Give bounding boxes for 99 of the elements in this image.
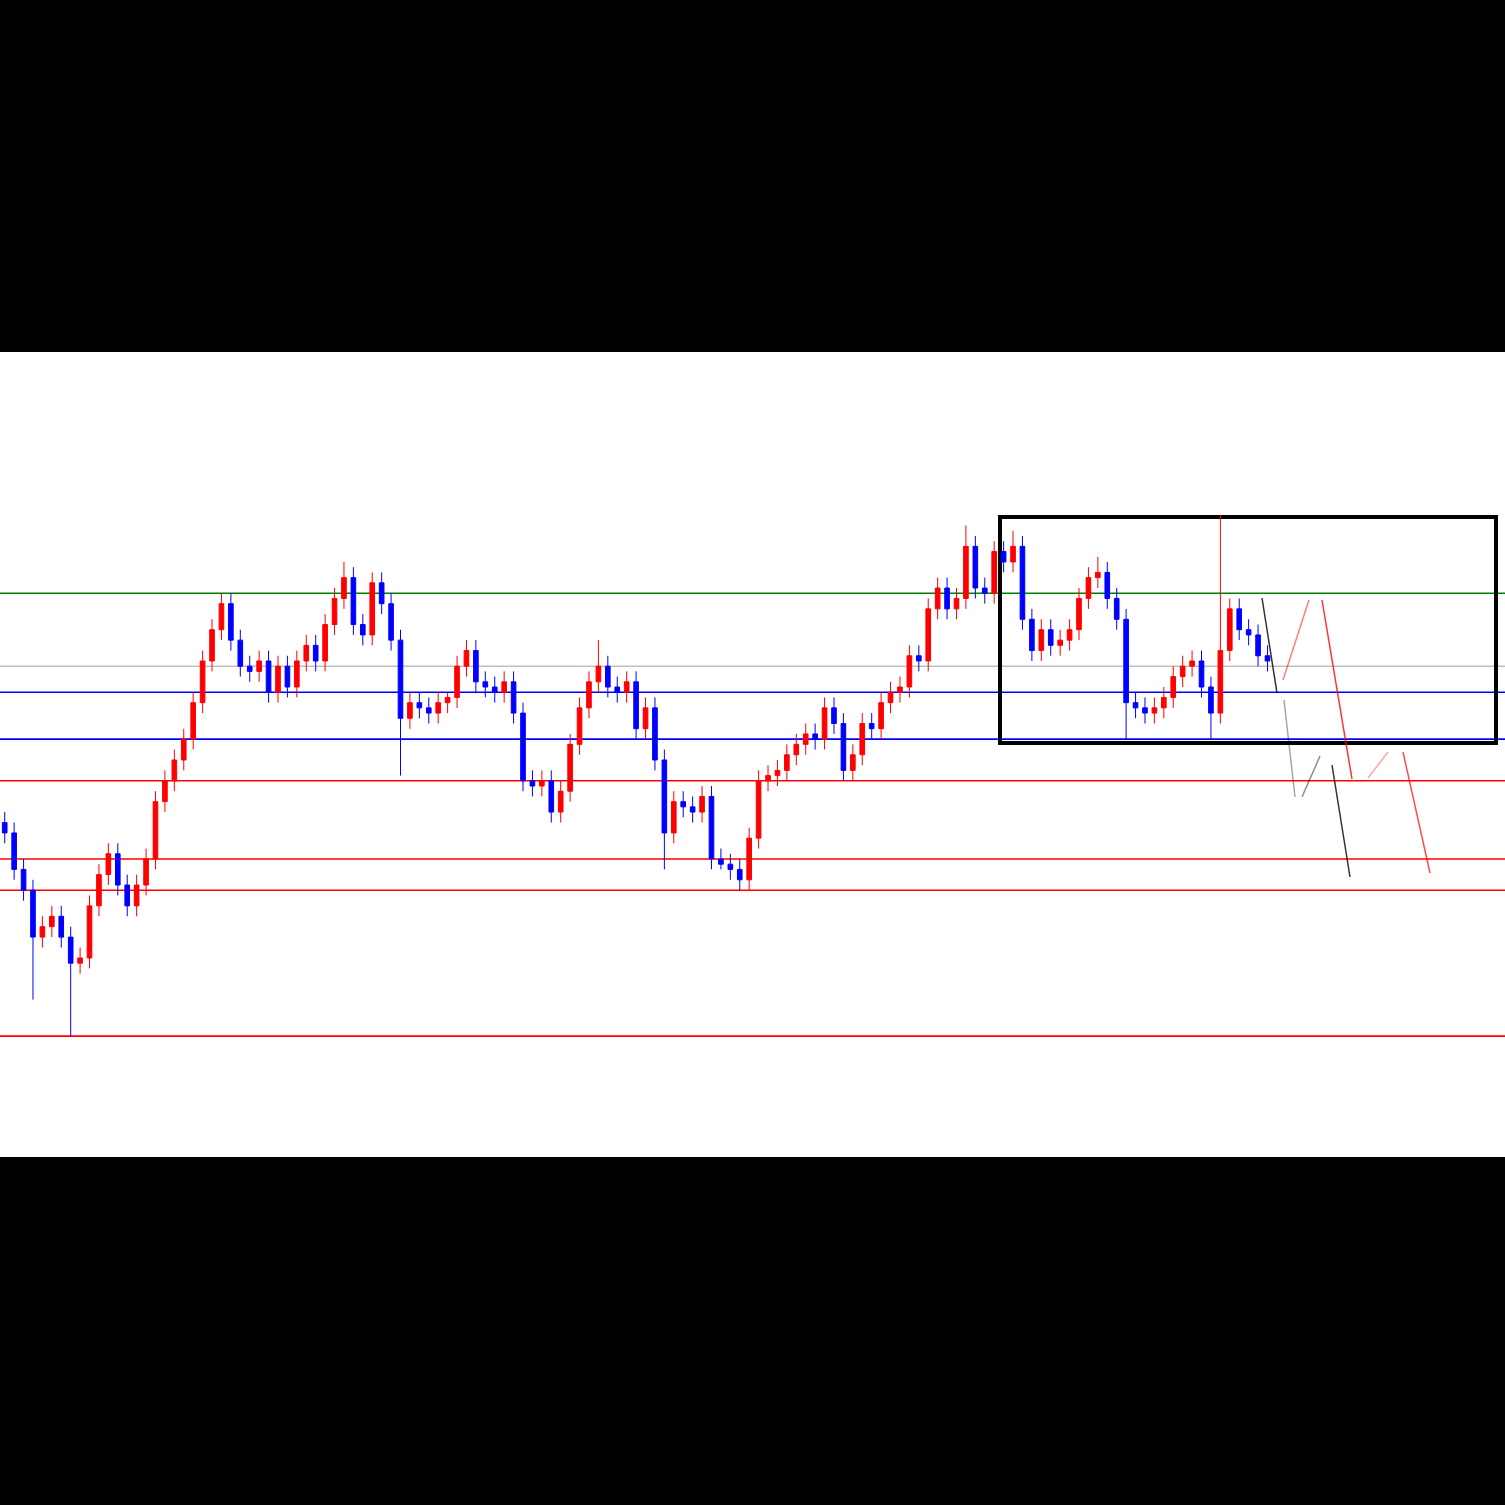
candlestick (1255, 624, 1261, 667)
candlestick (878, 691, 884, 740)
candlestick (821, 696, 828, 751)
candlestick (124, 874, 131, 917)
candlestick (727, 853, 734, 881)
candlestick (1047, 618, 1054, 657)
candlestick (1170, 665, 1177, 709)
candlestick (49, 905, 55, 938)
candlestick (529, 769, 536, 797)
candlestick (915, 644, 922, 672)
candlestick (1179, 655, 1186, 688)
candlestick (944, 577, 950, 620)
candlestick (1142, 696, 1148, 724)
candlestick (444, 691, 451, 714)
candlestick (1010, 530, 1016, 573)
candlestick (1161, 686, 1167, 719)
candlestick (237, 629, 244, 678)
candlestick (256, 650, 262, 683)
candlestick (963, 525, 969, 610)
candlestick (1226, 597, 1233, 662)
candlestick (1095, 556, 1101, 589)
candlestick (388, 592, 394, 652)
candlestick (1236, 597, 1243, 641)
candlestick (642, 696, 649, 740)
candlestick (58, 905, 65, 949)
candlestick (1019, 535, 1026, 631)
candlestick (1217, 514, 1224, 724)
candlestick (246, 655, 253, 683)
candlestick (670, 790, 677, 844)
candlestick (680, 790, 687, 818)
candlestick (972, 535, 979, 599)
candlestick (322, 613, 328, 672)
candlestick (1029, 608, 1035, 662)
candlestick (30, 879, 36, 1001)
candlestick (736, 858, 743, 891)
candlestick (548, 769, 555, 823)
candlestick (1104, 561, 1111, 610)
candlestick (1085, 566, 1092, 610)
candlestick (1113, 587, 1120, 631)
candlestick (925, 597, 932, 672)
candlestick (294, 650, 300, 698)
candlestick (576, 696, 583, 756)
candlestick (586, 670, 592, 719)
candlestick (228, 592, 234, 652)
candlestick (425, 696, 432, 724)
candlestick (378, 571, 385, 615)
candlestick (718, 848, 724, 870)
candlestick (887, 681, 894, 714)
candlestick (435, 691, 442, 724)
candlestick (934, 577, 941, 620)
candlestick (77, 947, 83, 975)
candlestick (1264, 644, 1271, 672)
candlestick (1189, 650, 1195, 678)
candlestick (699, 785, 705, 823)
candlestick (981, 577, 988, 605)
candlestick (859, 712, 866, 766)
candlestick (463, 639, 470, 678)
candlestick (689, 795, 696, 823)
candlestick (407, 691, 413, 730)
candlestick (360, 613, 366, 646)
candlestick (39, 915, 46, 949)
candlestick (114, 842, 121, 896)
candlestick (341, 561, 347, 610)
candlestick (11, 822, 17, 881)
candlestick (831, 696, 837, 735)
candlestick (350, 566, 357, 636)
candlestick (454, 655, 460, 709)
candlestick (1000, 540, 1007, 573)
candlestick (218, 592, 225, 641)
candlestick (1, 811, 8, 844)
candlestick (802, 723, 809, 756)
candlestick (991, 540, 997, 605)
candlestick (708, 785, 715, 870)
candlestick (209, 618, 215, 672)
candlestick (180, 728, 187, 771)
candlestick (1066, 618, 1073, 652)
candlestick (661, 749, 668, 870)
candlestick (369, 571, 376, 646)
candlestick (906, 644, 913, 698)
candlestick (331, 587, 338, 636)
candlestick (897, 676, 903, 704)
candlestick (1151, 696, 1158, 724)
candlestick (1038, 618, 1045, 662)
candlestick (1076, 587, 1082, 641)
candlestick (67, 926, 74, 1037)
candlestick (199, 650, 206, 714)
candlestick (20, 858, 27, 902)
candlestick (312, 634, 319, 672)
candlestick (303, 634, 310, 672)
candlestick (953, 587, 960, 620)
candlestick (793, 733, 800, 766)
candlestick (86, 894, 93, 969)
candlestick (190, 691, 196, 751)
candlestick (595, 639, 602, 693)
candlestick (1057, 629, 1063, 657)
candlestick (623, 670, 630, 704)
candlestick (275, 655, 281, 704)
candlestick (1245, 618, 1252, 646)
candlestick (501, 670, 507, 704)
